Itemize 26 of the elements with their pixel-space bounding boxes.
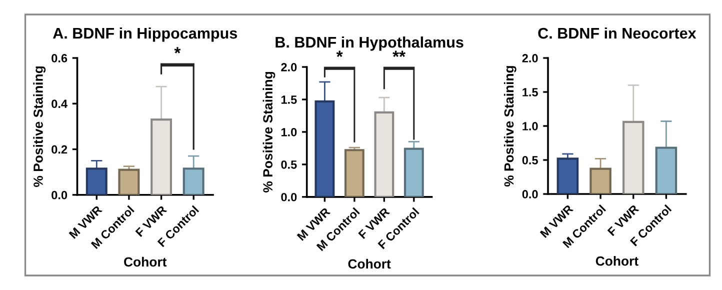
x-axis-title: Cohort xyxy=(596,256,638,266)
y-tick-label: 1.5 xyxy=(522,88,538,96)
y-tick-label: 2.0 xyxy=(281,63,297,72)
y-axis-title: % Positive Staining xyxy=(262,72,276,192)
text: ** xyxy=(392,50,406,57)
y-tick-label: 0.5 xyxy=(281,160,297,169)
text: * xyxy=(336,50,343,57)
x-axis-title: Cohort xyxy=(124,256,167,267)
y-tick-label: 0.4 xyxy=(52,100,68,108)
y-tick-label: 2.0 xyxy=(522,54,538,62)
y-tick-label: 0.0 xyxy=(281,192,297,202)
y-tick-label: 0.6 xyxy=(52,54,68,62)
y-tick-label: 1.0 xyxy=(281,128,297,136)
y-axis-title: % Positive Staining xyxy=(504,66,516,187)
y-tick-label: 1.0 xyxy=(522,122,538,130)
chart-title: B. BDNF in Hypothalamus xyxy=(276,36,464,51)
y-tick-label: 0.0 xyxy=(52,190,68,200)
chart-title: C. BDNF in Neocortex xyxy=(538,27,696,39)
y-axis-title: % Positive Staining xyxy=(33,66,46,187)
y-tick-label: 1.5 xyxy=(281,96,297,104)
y-tick-label: 0.2 xyxy=(52,145,68,154)
chart-title: A. BDNF in Hippocampus xyxy=(52,27,238,42)
y-tick-label: 0.0 xyxy=(522,190,538,198)
x-axis-title: Cohort xyxy=(348,258,391,269)
text: * xyxy=(174,47,181,54)
y-tick-label: 0.5 xyxy=(522,156,538,164)
